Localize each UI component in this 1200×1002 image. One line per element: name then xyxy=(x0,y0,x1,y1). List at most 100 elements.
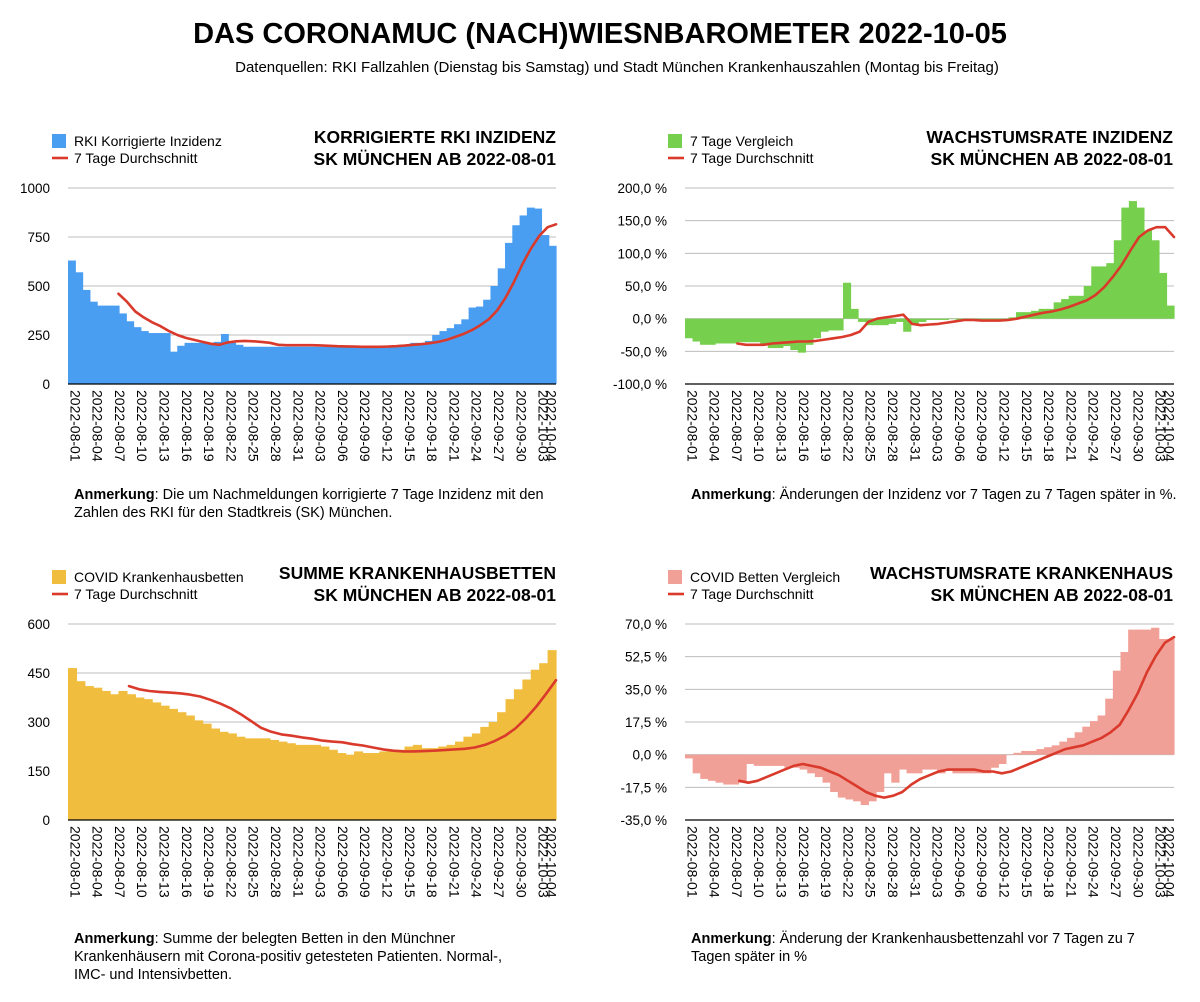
bar xyxy=(264,346,273,384)
average-line xyxy=(127,678,558,753)
bar xyxy=(278,741,288,820)
bar xyxy=(860,754,869,806)
bar xyxy=(286,743,296,820)
bar xyxy=(344,346,353,384)
y-tick-label: -35,0 % xyxy=(620,813,667,828)
x-tick-label: 2022-10-03 xyxy=(1153,390,1169,462)
bar xyxy=(490,286,499,384)
chart-title: WACHSTUMSRATE KRANKENHAUS xyxy=(870,563,1173,583)
legend-bar-label: 7 Tage Vergleich xyxy=(690,133,793,149)
y-tick-label: 52,5 % xyxy=(625,650,667,665)
bar xyxy=(737,318,746,343)
bar xyxy=(906,754,915,774)
bar xyxy=(998,754,1007,764)
bar xyxy=(707,754,717,781)
bar xyxy=(1028,750,1038,755)
chart-subtitle: SK MÜNCHEN AB 2022-08-01 xyxy=(931,149,1174,169)
bar xyxy=(1135,629,1145,755)
bar xyxy=(421,748,431,820)
x-tick-label: 2022-09-18 xyxy=(1041,390,1057,462)
bar xyxy=(293,346,302,384)
chart-subtitle: SK MÜNCHEN AB 2022-08-01 xyxy=(314,149,557,169)
x-tick-label: 2022-08-19 xyxy=(201,826,217,898)
note-wachstumsrate-krankenhaus: Anmerkung: Änderung der Krankenhausbette… xyxy=(691,930,1171,966)
legend-bar-swatch xyxy=(52,134,66,148)
bar xyxy=(295,744,305,820)
bar xyxy=(883,754,892,774)
x-tick-label: 2022-08-19 xyxy=(818,390,834,462)
bar xyxy=(1151,240,1160,319)
y-tick-label: -100,0 % xyxy=(613,377,667,392)
bar xyxy=(468,307,477,384)
bar xyxy=(370,753,380,820)
x-tick-label: 2022-08-13 xyxy=(156,390,172,462)
y-tick-label: 450 xyxy=(27,666,50,681)
bar xyxy=(1036,749,1045,755)
bar xyxy=(257,346,266,384)
bar xyxy=(960,754,969,774)
bar xyxy=(461,319,470,384)
legend-bar-swatch xyxy=(52,570,66,584)
bar xyxy=(692,318,701,342)
bar xyxy=(853,754,862,802)
bar xyxy=(432,335,441,384)
bar xyxy=(738,754,747,783)
bar xyxy=(497,268,506,384)
bar xyxy=(211,728,221,820)
bar xyxy=(760,318,769,345)
bar xyxy=(308,346,317,384)
bar xyxy=(513,689,523,820)
y-tick-label: 0 xyxy=(42,377,50,392)
bar xyxy=(322,346,331,384)
bar xyxy=(135,697,145,820)
x-tick-label: 2022-08-16 xyxy=(796,390,812,462)
bar xyxy=(910,318,919,326)
x-tick-label: 2022-08-04 xyxy=(707,390,723,462)
legend-bar-label: RKI Korrigierte Inzidenz xyxy=(74,133,222,149)
bar xyxy=(76,681,86,820)
x-tick-label: 2022-09-27 xyxy=(1108,826,1124,898)
x-tick-label: 2022-09-27 xyxy=(491,390,507,462)
y-tick-label: 0 xyxy=(42,813,50,828)
x-tick-label: 2022-09-03 xyxy=(313,390,329,462)
x-tick-label: 2022-08-22 xyxy=(223,390,239,462)
bar xyxy=(330,346,339,384)
bar xyxy=(68,260,76,384)
bar xyxy=(227,733,237,820)
bar xyxy=(530,669,540,820)
chart-rki-inzidenz: 0 250 500 750 1000 2022-08-01 2022-08-04 2022-0… xyxy=(20,127,559,462)
x-tick-label: 2022-08-10 xyxy=(134,826,150,898)
bar xyxy=(1151,627,1160,755)
bar xyxy=(110,694,120,820)
x-tick-label: 2022-08-22 xyxy=(840,826,856,898)
bar xyxy=(89,301,98,384)
x-tick-label: 2022-09-09 xyxy=(974,390,990,462)
bar xyxy=(286,346,295,384)
average-line xyxy=(738,635,1176,799)
chart-wachstumsrate-krankenhaus: -35,0 % -17,5 % 0,0 % 17,5 % 35,0 % 52,5 % 70,… xyxy=(620,563,1177,898)
x-tick-label: 2022-08-31 xyxy=(907,826,923,898)
bar xyxy=(471,733,481,820)
bar xyxy=(505,242,513,384)
x-tick-label: 2022-09-30 xyxy=(1130,826,1146,898)
bar xyxy=(937,754,946,774)
x-tick-label: 2022-08-25 xyxy=(863,390,879,462)
bar xyxy=(1044,747,1053,755)
bar xyxy=(952,754,961,774)
y-tick-label: 100,0 % xyxy=(617,246,667,261)
y-tick-label: -17,5 % xyxy=(620,780,667,795)
x-tick-label: 2022-08-10 xyxy=(751,390,767,462)
bar xyxy=(548,245,557,384)
y-tick-label: 300 xyxy=(27,715,50,730)
bar xyxy=(925,318,934,320)
bar xyxy=(767,318,776,349)
bar xyxy=(534,208,543,384)
note-label: Anmerkung xyxy=(74,487,155,503)
x-tick-label: 2022-09-18 xyxy=(424,390,440,462)
bar xyxy=(253,738,263,820)
legend-line-label: 7 Tage Durchschnitt xyxy=(74,150,198,166)
x-tick-label: 2022-10-04 xyxy=(1161,390,1177,462)
x-tick-label: 2022-09-24 xyxy=(469,390,485,462)
bar xyxy=(244,738,254,820)
bar xyxy=(707,318,716,345)
